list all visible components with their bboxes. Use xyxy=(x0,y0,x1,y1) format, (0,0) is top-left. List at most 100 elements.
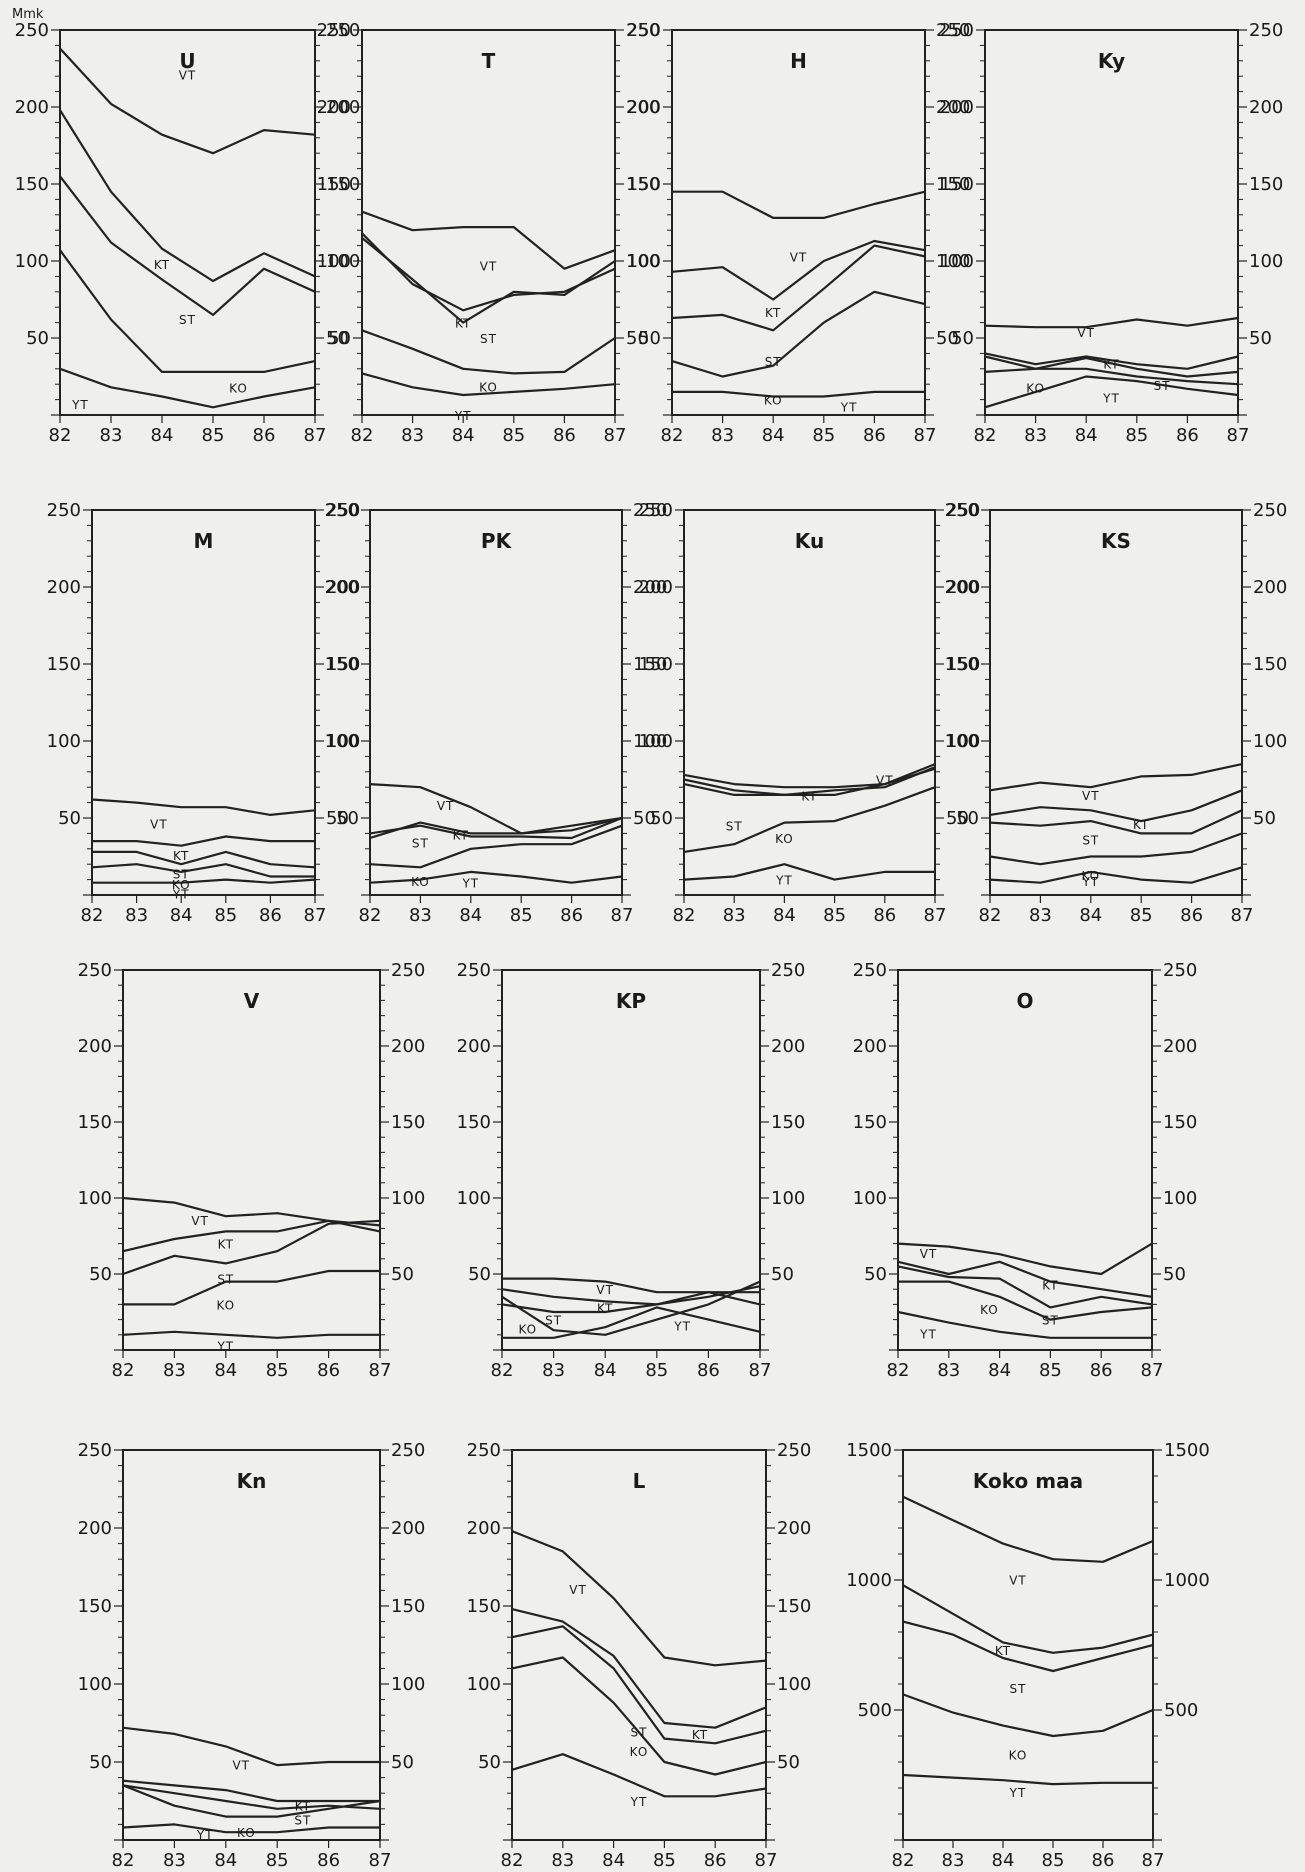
x-tick-label: 82 xyxy=(49,425,72,446)
y-tick-label-left: 100 xyxy=(78,1188,112,1209)
series-line-kt xyxy=(122,1779,380,1803)
x-tick-label: 84 xyxy=(1079,905,1102,926)
series-line-yt xyxy=(902,1773,1153,1786)
x-tick-label: 84 xyxy=(170,905,193,926)
y-tick-label-right: 50 xyxy=(777,1752,800,1773)
panel-title: Ky xyxy=(1098,49,1125,73)
series-label-ko: KO xyxy=(1009,1749,1028,1763)
y-tick-label-left: 250 xyxy=(940,20,974,41)
panel-kn: 50 50 100 100 150 150 200 200 250 250 82 83 84 85 86 87… xyxy=(78,1440,426,1871)
series-label-st: ST xyxy=(1154,379,1171,393)
series-label-kt: KT xyxy=(453,828,469,842)
series-line-ko xyxy=(59,249,316,373)
series-label-vt: VT xyxy=(480,260,498,274)
x-tick-label: 84 xyxy=(452,425,475,446)
series-line-yt xyxy=(984,375,1239,409)
y-tick-label-right: 100 xyxy=(1163,1188,1197,1209)
y-tick-label-left: 200 xyxy=(945,577,979,598)
y-tick-label-left: 50 xyxy=(864,1264,887,1285)
x-tick-label: 84 xyxy=(214,1850,237,1871)
series-label-vt: VT xyxy=(437,799,455,813)
series-line-ko xyxy=(898,1280,1153,1321)
y-tick-label-right: 100 xyxy=(777,1674,811,1695)
panel-ky: 50 50 100 100 150 150 200 200 250 250 82 83 84 85 86 87… xyxy=(940,20,1284,446)
series-label-kt: KT xyxy=(173,849,189,863)
x-tick-label: 87 xyxy=(304,905,327,926)
y-tick-label-left: 100 xyxy=(317,251,351,272)
y-tick-label-right: 200 xyxy=(1253,577,1287,598)
series-line-st xyxy=(989,809,1243,835)
series-label-vt: VT xyxy=(569,1583,587,1597)
series-label-kt: KT xyxy=(455,317,471,331)
x-tick-label: 82 xyxy=(359,905,382,926)
panel-l: 50 50 100 100 150 150 200 200 250 250 82 83 84 85 86 87… xyxy=(467,1440,812,1871)
series-line-yt xyxy=(92,878,316,884)
y-tick-label-right: 200 xyxy=(633,577,667,598)
y-tick-label-right: 1500 xyxy=(1164,1440,1210,1461)
series-line-st xyxy=(92,850,316,869)
series-label-vt: VT xyxy=(1009,1573,1027,1587)
series-line-yt xyxy=(122,1330,380,1339)
series-label-yt: YT xyxy=(1102,391,1120,405)
series-line-st xyxy=(122,1219,381,1276)
y-tick-label-left: 250 xyxy=(325,500,359,521)
series-line-st xyxy=(984,355,1239,378)
panel-frame xyxy=(361,29,616,416)
x-tick-label: 84 xyxy=(459,905,482,926)
y-tick-label-right: 250 xyxy=(633,500,667,521)
x-tick-label: 85 xyxy=(1125,425,1148,446)
x-tick-label: 85 xyxy=(202,425,225,446)
series-label-yt: YT xyxy=(630,1795,648,1809)
y-tick-label-right: 150 xyxy=(326,174,360,195)
y-tick-label-right: 250 xyxy=(1249,20,1283,41)
series-line-kt xyxy=(501,1285,761,1306)
x-tick-label: 84 xyxy=(992,1850,1015,1871)
series-label-yt: YT xyxy=(71,398,89,412)
y-tick-label-left: 50 xyxy=(328,328,351,349)
series-line-yt xyxy=(511,1753,767,1798)
x-tick-label: 86 xyxy=(697,1360,720,1381)
x-tick-label: 83 xyxy=(723,905,746,926)
series-line-kt xyxy=(92,835,315,847)
y-tick-label-left: 150 xyxy=(15,174,49,195)
series-label-st: ST xyxy=(545,1314,562,1328)
y-tick-label-left: 50 xyxy=(478,1752,501,1773)
series-label-st: ST xyxy=(765,355,782,369)
series-label-ko: KO xyxy=(1081,869,1100,883)
y-tick-label-left: 50 xyxy=(89,1752,112,1773)
x-tick-label: 85 xyxy=(266,1360,289,1381)
series-label-st: ST xyxy=(726,820,743,834)
series-line-ko xyxy=(361,329,616,375)
y-tick-label-left: 250 xyxy=(317,20,351,41)
series-label-st: ST xyxy=(179,313,196,327)
x-tick-label: 83 xyxy=(711,425,734,446)
series-label-vt: VT xyxy=(232,1758,250,1772)
x-tick-label: 86 xyxy=(553,425,576,446)
series-label-vt: VT xyxy=(596,1283,614,1297)
series-label-kt: KT xyxy=(218,1238,234,1252)
series-line-yt xyxy=(361,372,616,397)
x-tick-label: 87 xyxy=(1142,1850,1165,1871)
y-tick-label-left: 50 xyxy=(638,328,661,349)
y-tick-label-left: 50 xyxy=(650,808,673,829)
y-tick-label-right: 200 xyxy=(777,1518,811,1539)
panel-title: L xyxy=(633,1469,646,1493)
series-line-ko xyxy=(902,1693,1154,1738)
panel-frame xyxy=(989,509,1243,896)
series-line-kt xyxy=(122,1219,381,1253)
x-tick-label: 82 xyxy=(974,425,997,446)
y-tick-label-left: 50 xyxy=(336,808,359,829)
series-line-st xyxy=(369,816,623,840)
y-tick-label-right: 50 xyxy=(391,1752,414,1773)
series-line-kt xyxy=(369,816,623,840)
series-label-vt: VT xyxy=(179,69,197,83)
x-tick-label: 87 xyxy=(604,425,627,446)
x-tick-label: 82 xyxy=(491,1360,514,1381)
y-tick-label-right: 100 xyxy=(326,731,360,752)
series-line-kt xyxy=(683,766,936,797)
series-line-vt xyxy=(59,47,316,155)
panel-title: PK xyxy=(481,529,513,553)
y-tick-label-left: 50 xyxy=(58,808,81,829)
y-tick-label-left: 100 xyxy=(940,251,974,272)
panel-title: H xyxy=(790,49,807,73)
